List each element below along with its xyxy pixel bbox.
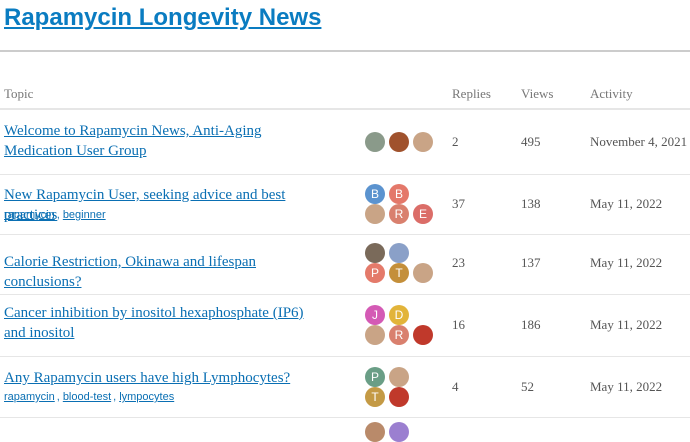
- avatar[interactable]: [389, 243, 409, 263]
- avatar[interactable]: [389, 367, 409, 387]
- avatar[interactable]: [365, 422, 385, 442]
- tag[interactable]: rapamycin: [4, 391, 55, 403]
- replies: 37: [452, 196, 465, 211]
- row-divider: [0, 294, 690, 295]
- avatar[interactable]: [365, 204, 385, 224]
- avatar[interactable]: [413, 325, 433, 345]
- avatar[interactable]: [413, 263, 433, 283]
- topic-title[interactable]: Any Rapamycin users have high Lymphocyte…: [4, 370, 291, 386]
- activity[interactable]: May 11, 2022: [590, 379, 663, 394]
- topic-tags: rapamycin, beginner: [4, 209, 106, 221]
- avatar[interactable]: D: [389, 305, 409, 325]
- tag[interactable]: blood-test: [62, 391, 112, 403]
- views: 138: [521, 196, 541, 211]
- avatar[interactable]: P: [365, 263, 385, 283]
- replies: 23: [452, 255, 465, 270]
- row-divider: [0, 174, 690, 175]
- tag[interactable]: rapamycin: [4, 209, 55, 221]
- tag[interactable]: beginner: [62, 209, 106, 221]
- avatar[interactable]: B: [365, 184, 385, 204]
- row-divider: [0, 417, 690, 418]
- avatar[interactable]: [389, 132, 409, 152]
- column-header[interactable]: Topic: [4, 86, 34, 101]
- avatar[interactable]: R: [389, 204, 409, 224]
- avatar[interactable]: B: [389, 184, 409, 204]
- column-header[interactable]: Replies: [452, 86, 491, 101]
- row-divider: [0, 234, 690, 235]
- activity[interactable]: May 11, 2022: [590, 255, 663, 270]
- avatar[interactable]: E: [413, 204, 433, 224]
- topic-tags: rapamycin, blood-test, lympocytes: [4, 391, 174, 403]
- topic-title[interactable]: New Rapamycin User, seeking advice and b…: [4, 187, 286, 223]
- tag[interactable]: lympocytes: [119, 391, 175, 403]
- replies: 2: [452, 134, 459, 149]
- topic-title[interactable]: Calorie Restriction, Okinawa and lifespa…: [4, 254, 257, 290]
- avatar[interactable]: [365, 243, 385, 263]
- column-header[interactable]: Views: [521, 86, 554, 101]
- column-header[interactable]: Activity: [590, 86, 633, 101]
- topic-title[interactable]: Welcome to Rapamycin News, Anti-Aging Me…: [4, 123, 262, 159]
- avatar[interactable]: [365, 132, 385, 152]
- views: 186: [521, 317, 541, 332]
- row-divider: [0, 356, 690, 357]
- activity[interactable]: May 11, 2022: [590, 317, 663, 332]
- replies: 4: [452, 379, 459, 394]
- site-title[interactable]: Rapamycin Longevity News: [4, 4, 322, 31]
- topic-title[interactable]: Cancer inhibition by inositol hexaphosph…: [4, 305, 304, 341]
- avatar[interactable]: [365, 325, 385, 345]
- avatar[interactable]: T: [365, 387, 385, 407]
- avatar[interactable]: T: [389, 263, 409, 283]
- avatar[interactable]: [389, 387, 409, 407]
- views: 137: [521, 255, 541, 270]
- avatar[interactable]: [389, 422, 409, 442]
- activity[interactable]: May 11, 2022: [590, 196, 663, 211]
- row-divider: [0, 108, 690, 110]
- activity[interactable]: November 4, 2021: [590, 134, 688, 149]
- avatar[interactable]: P: [365, 367, 385, 387]
- tag-separator: ,: [113, 391, 117, 403]
- avatar[interactable]: R: [389, 325, 409, 345]
- replies: 16: [452, 317, 465, 332]
- tag-separator: ,: [56, 209, 60, 221]
- views: 52: [521, 379, 534, 394]
- views: 495: [521, 134, 541, 149]
- avatar[interactable]: J: [365, 305, 385, 325]
- avatar[interactable]: [413, 132, 433, 152]
- tag-separator: ,: [56, 391, 60, 403]
- header-divider: [0, 50, 690, 52]
